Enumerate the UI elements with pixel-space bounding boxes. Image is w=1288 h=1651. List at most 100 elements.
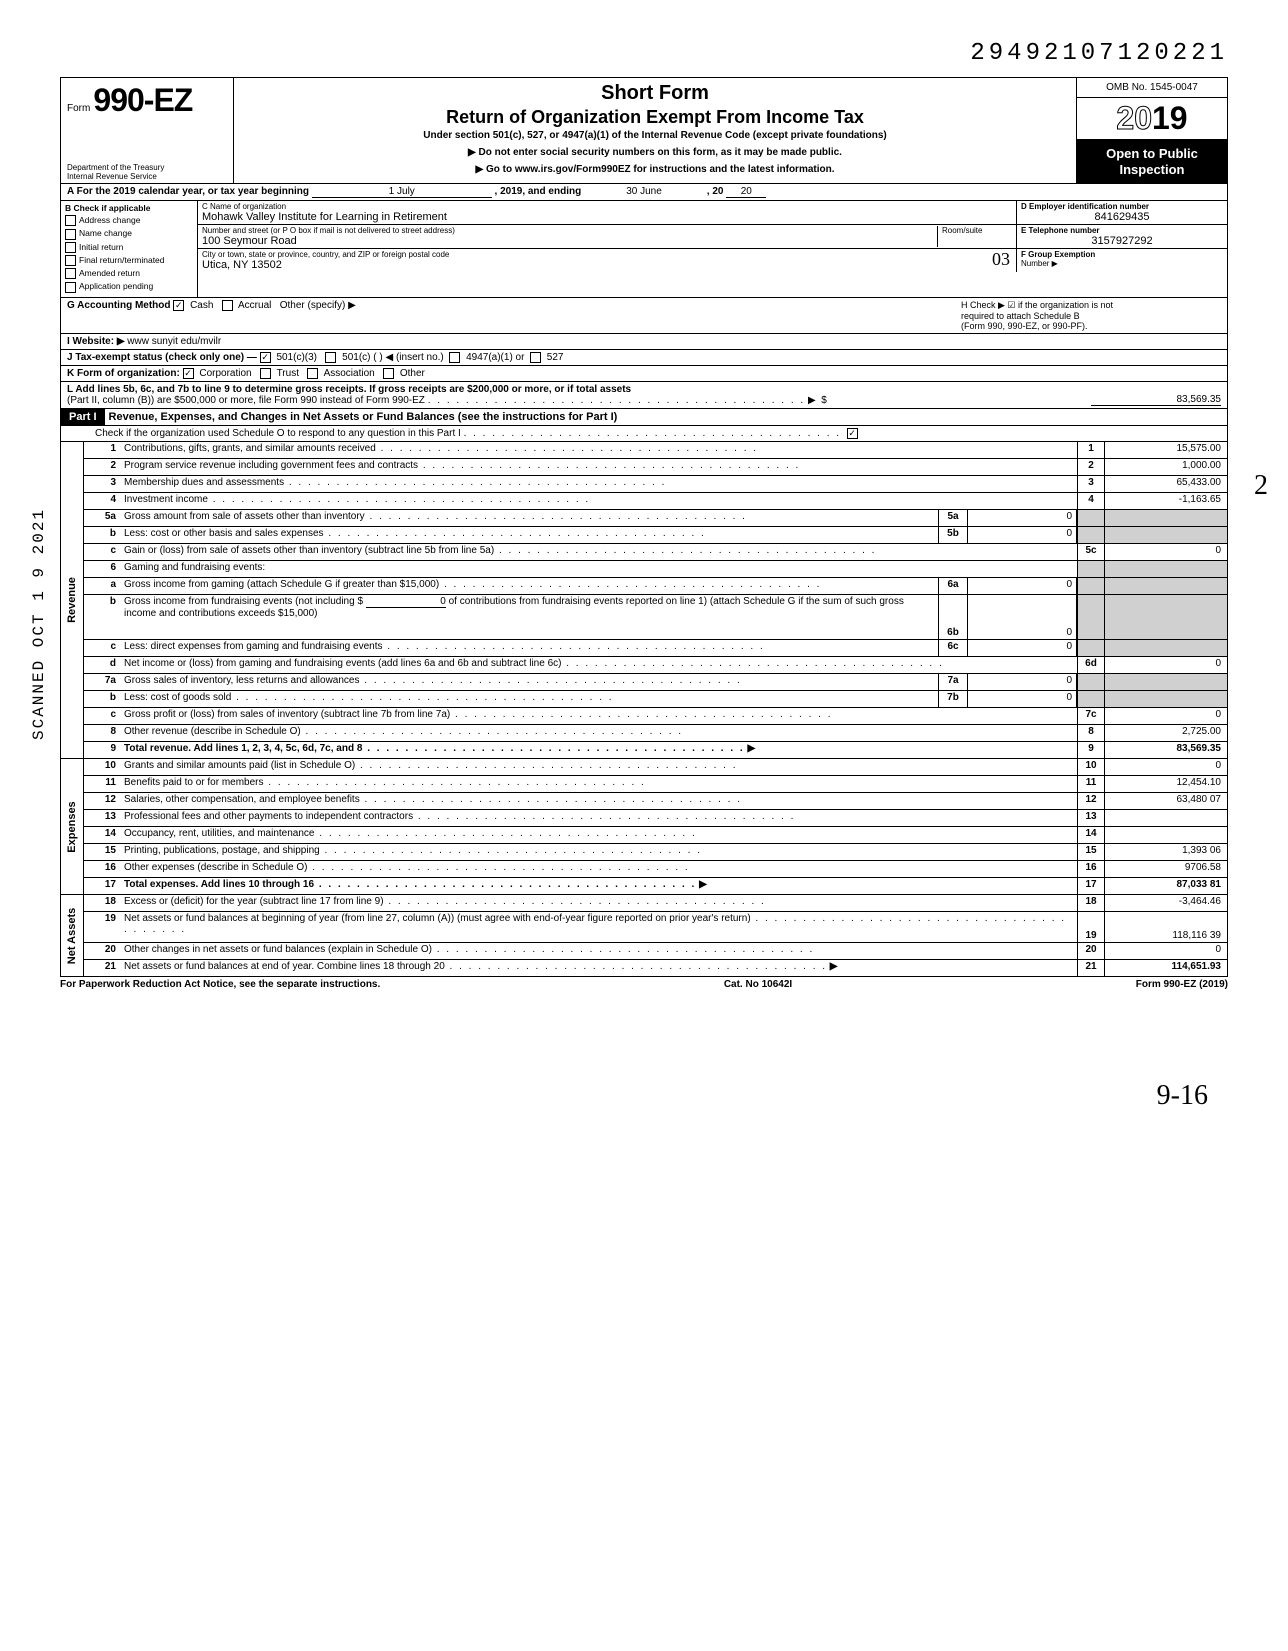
ein-value[interactable]: 841629435	[1021, 211, 1223, 223]
ln6b-contrib[interactable]: 0	[366, 596, 446, 608]
handwritten-signature: 9-16	[1157, 1080, 1208, 1112]
ln21-value[interactable]: 114,651.93	[1104, 960, 1227, 976]
org-city[interactable]: Utica, NY 13502	[202, 259, 1012, 271]
chk-schedule-o[interactable]: ✓	[847, 428, 858, 439]
ln15-num: 15	[84, 844, 120, 860]
name-left: C Name of organization Mohawk Valley Ins…	[198, 201, 1017, 272]
chk-cash[interactable]: ✓	[173, 300, 184, 311]
ln5b-num: b	[84, 527, 120, 543]
ln6b-midval[interactable]: 0	[968, 595, 1077, 639]
line-9: 9 Total revenue. Add lines 1, 2, 3, 4, 5…	[84, 742, 1227, 758]
chk-other-form[interactable]	[383, 368, 394, 379]
chk-final-return[interactable]: Final return/terminated	[65, 255, 193, 266]
phone-value[interactable]: 3157927292	[1021, 235, 1223, 247]
ln7b-num: b	[84, 691, 120, 707]
gross-receipts-value[interactable]: 83,569.35	[1091, 394, 1221, 406]
ln16-value[interactable]: 9706.58	[1104, 861, 1227, 877]
ln2-desc: Program service revenue including govern…	[120, 459, 1077, 475]
chk-501c[interactable]	[325, 352, 336, 363]
ln20-value[interactable]: 0	[1104, 943, 1227, 959]
expenses-lines: 10 Grants and similar amounts paid (list…	[84, 759, 1227, 894]
chk-application-pending[interactable]: Application pending	[65, 281, 193, 292]
chk-association[interactable]	[307, 368, 318, 379]
website-value[interactable]: www sunyit edu/mvilr	[127, 336, 221, 347]
chk-initial-return[interactable]: Initial return	[65, 242, 193, 253]
ln5a-shade1	[1077, 510, 1104, 526]
ln6a-num: a	[84, 578, 120, 594]
ln6d-desc: Net income or (loss) from gaming and fun…	[120, 657, 1077, 673]
ln10-num: 10	[84, 759, 120, 775]
chk-amended-return[interactable]: Amended return	[65, 268, 193, 279]
page-footer: For Paperwork Reduction Act Notice, see …	[60, 977, 1228, 992]
chk-name-change[interactable]: Name change	[65, 228, 193, 239]
ln6a-midval[interactable]: 0	[968, 578, 1077, 594]
chk-accrual[interactable]	[222, 300, 233, 311]
h-line1: H Check ▶ ☑ if the organization is not	[961, 300, 1113, 310]
a-begin-date[interactable]: 1 July	[312, 186, 492, 198]
ln2-value[interactable]: 1,000.00	[1104, 459, 1227, 475]
revenue-table: Revenue 1 Contributions, gifts, grants, …	[60, 442, 1228, 759]
chk-address-change[interactable]: Address change	[65, 215, 193, 226]
grid-bcde: B Check if applicable Address change Nam…	[61, 201, 1227, 297]
a-end-month[interactable]: 30 June	[584, 186, 704, 197]
warn2-text: Go to www.irs.gov/Form990EZ for instruct…	[486, 164, 835, 175]
k-other: Other	[400, 368, 425, 379]
ln6b-desc: Gross income from fundraising events (no…	[120, 595, 938, 639]
footer-mid: Cat. No 10642I	[724, 979, 792, 990]
ln6b-shade1	[1077, 595, 1104, 639]
ln7a-midval[interactable]: 0	[968, 674, 1077, 690]
ln9-text: Total revenue. Add lines 1, 2, 3, 4, 5c,…	[124, 743, 362, 754]
ln5b-midval[interactable]: 0	[968, 527, 1077, 543]
ln13-value[interactable]	[1104, 810, 1227, 826]
ln6a-text: Gross income from gaming (attach Schedul…	[124, 579, 439, 590]
ln6b-shade2	[1104, 595, 1227, 639]
warn-ssn: ▶ Do not enter social security numbers o…	[240, 147, 1070, 158]
ln14-value[interactable]	[1104, 827, 1227, 843]
chk-527[interactable]	[530, 352, 541, 363]
line-10: 10 Grants and similar amounts paid (list…	[84, 759, 1227, 776]
line-6d: d Net income or (loss) from gaming and f…	[84, 657, 1227, 674]
ln7c-value[interactable]: 0	[1104, 708, 1227, 724]
ln6c-box: 6c	[938, 640, 968, 656]
handwritten-03: 03	[992, 249, 1010, 270]
ln10-value[interactable]: 0	[1104, 759, 1227, 775]
ln2-num: 2	[84, 459, 120, 475]
ln5a-box: 5a	[938, 510, 968, 526]
ln5a-midval[interactable]: 0	[968, 510, 1077, 526]
ln8-num: 8	[84, 725, 120, 741]
ln7b-box: 7b	[938, 691, 968, 707]
ln15-desc: Printing, publications, postage, and shi…	[120, 844, 1077, 860]
chk-corporation[interactable]: ✓	[183, 368, 194, 379]
ln18-value[interactable]: -3,464.46	[1104, 895, 1227, 911]
a-end-prefix: , 20	[707, 186, 724, 197]
chk-trust[interactable]	[260, 368, 271, 379]
ln8-value[interactable]: 2,725.00	[1104, 725, 1227, 741]
a-end-year[interactable]: 20	[726, 186, 766, 198]
ln7c-text: Gross profit or (loss) from sales of inv…	[124, 709, 450, 720]
g-accounting: G Accounting Method ✓ Cash Accrual Other…	[67, 300, 961, 331]
chk-501c3[interactable]: ✓	[260, 352, 271, 363]
return-title: Return of Organization Exempt From Incom…	[240, 107, 1070, 128]
org-street[interactable]: 100 Seymour Road	[202, 235, 937, 247]
chk-4947[interactable]	[449, 352, 460, 363]
netassets-lines: 18 Excess or (deficit) for the year (sub…	[84, 895, 1227, 976]
ln9-value[interactable]: 83,569.35	[1104, 742, 1227, 758]
ln5c-value[interactable]: 0	[1104, 544, 1227, 560]
org-name[interactable]: Mohawk Valley Institute for Learning in …	[202, 211, 1012, 223]
ln1-value[interactable]: 15,575.00	[1104, 442, 1227, 458]
ln3-desc: Membership dues and assessments	[120, 476, 1077, 492]
ln4-value[interactable]: -1,163.65	[1104, 493, 1227, 509]
ln17-value[interactable]: 87,033 81	[1104, 878, 1227, 894]
ln3-value[interactable]: 65,433.00	[1104, 476, 1227, 492]
ln16-desc: Other expenses (describe in Schedule O)	[120, 861, 1077, 877]
ln6-text: Gaming and fundraising events:	[120, 561, 1077, 577]
ln15-value[interactable]: 1,393 06	[1104, 844, 1227, 860]
ln12-value[interactable]: 63,480 07	[1104, 793, 1227, 809]
ln11-value[interactable]: 12,454.10	[1104, 776, 1227, 792]
ln6c-midval[interactable]: 0	[968, 640, 1077, 656]
ln19-value[interactable]: 118,116 39	[1104, 912, 1227, 942]
ln7b-midval[interactable]: 0	[968, 691, 1077, 707]
ln6d-value[interactable]: 0	[1104, 657, 1227, 673]
netassets-table: Net Assets 18 Excess or (deficit) for th…	[60, 895, 1228, 977]
e-phone: E Telephone number 3157927292	[1017, 225, 1227, 249]
